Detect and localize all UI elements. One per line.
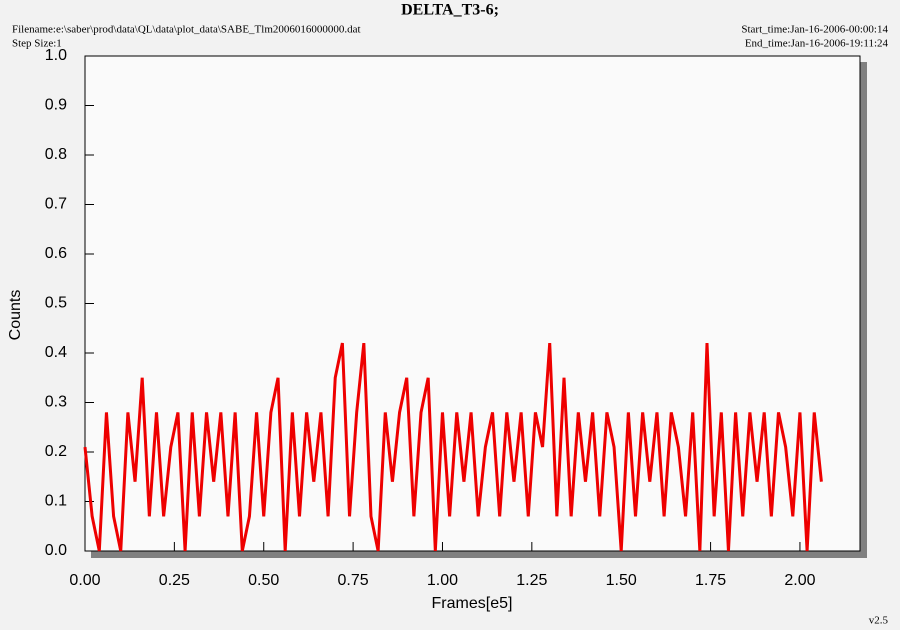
y-tick-label: 0.8 (45, 146, 67, 163)
x-tick-label: 1.50 (606, 572, 637, 589)
x-tick-label: 1.25 (516, 572, 547, 589)
y-tick-label: 0.7 (45, 196, 67, 213)
version: v2.5 (869, 615, 889, 627)
x-tick-label: 0.50 (248, 572, 279, 589)
x-tick-label: 1.00 (427, 572, 458, 589)
start-time: Start_time:Jan-16-2006-00:00:14 (741, 24, 888, 36)
x-tick-label: 0.25 (159, 572, 190, 589)
y-tick-label: 0.6 (45, 245, 67, 262)
x-axis-label: Frames[e5] (432, 595, 513, 612)
step-size: Step Size:1 (12, 38, 62, 50)
chart-title: DELTA_T3-6; (401, 2, 499, 19)
data-line (83, 342, 823, 552)
y-tick-label: 0.5 (45, 295, 67, 312)
y-tick-label: 0.4 (45, 344, 67, 361)
x-tick-label: 2.00 (784, 572, 815, 589)
filename: Filename:e:\saber\prod\data\QL\data\plot… (12, 24, 361, 36)
x-tick-label: 0.00 (69, 572, 100, 589)
y-tick-label: 1.0 (45, 47, 67, 64)
x-tick-label: 1.75 (695, 572, 726, 589)
y-tick-label: 0.2 (45, 443, 67, 460)
x-tick-label: 0.75 (338, 572, 369, 589)
y-tick-label: 0.3 (45, 394, 67, 411)
end-time: End_time:Jan-16-2006-19:11:24 (745, 38, 889, 50)
y-axis-label: Counts (7, 290, 24, 341)
y-tick-label: 0.9 (45, 97, 67, 114)
y-tick-label: 0.0 (45, 542, 67, 559)
y-tick-label: 0.1 (45, 493, 67, 510)
